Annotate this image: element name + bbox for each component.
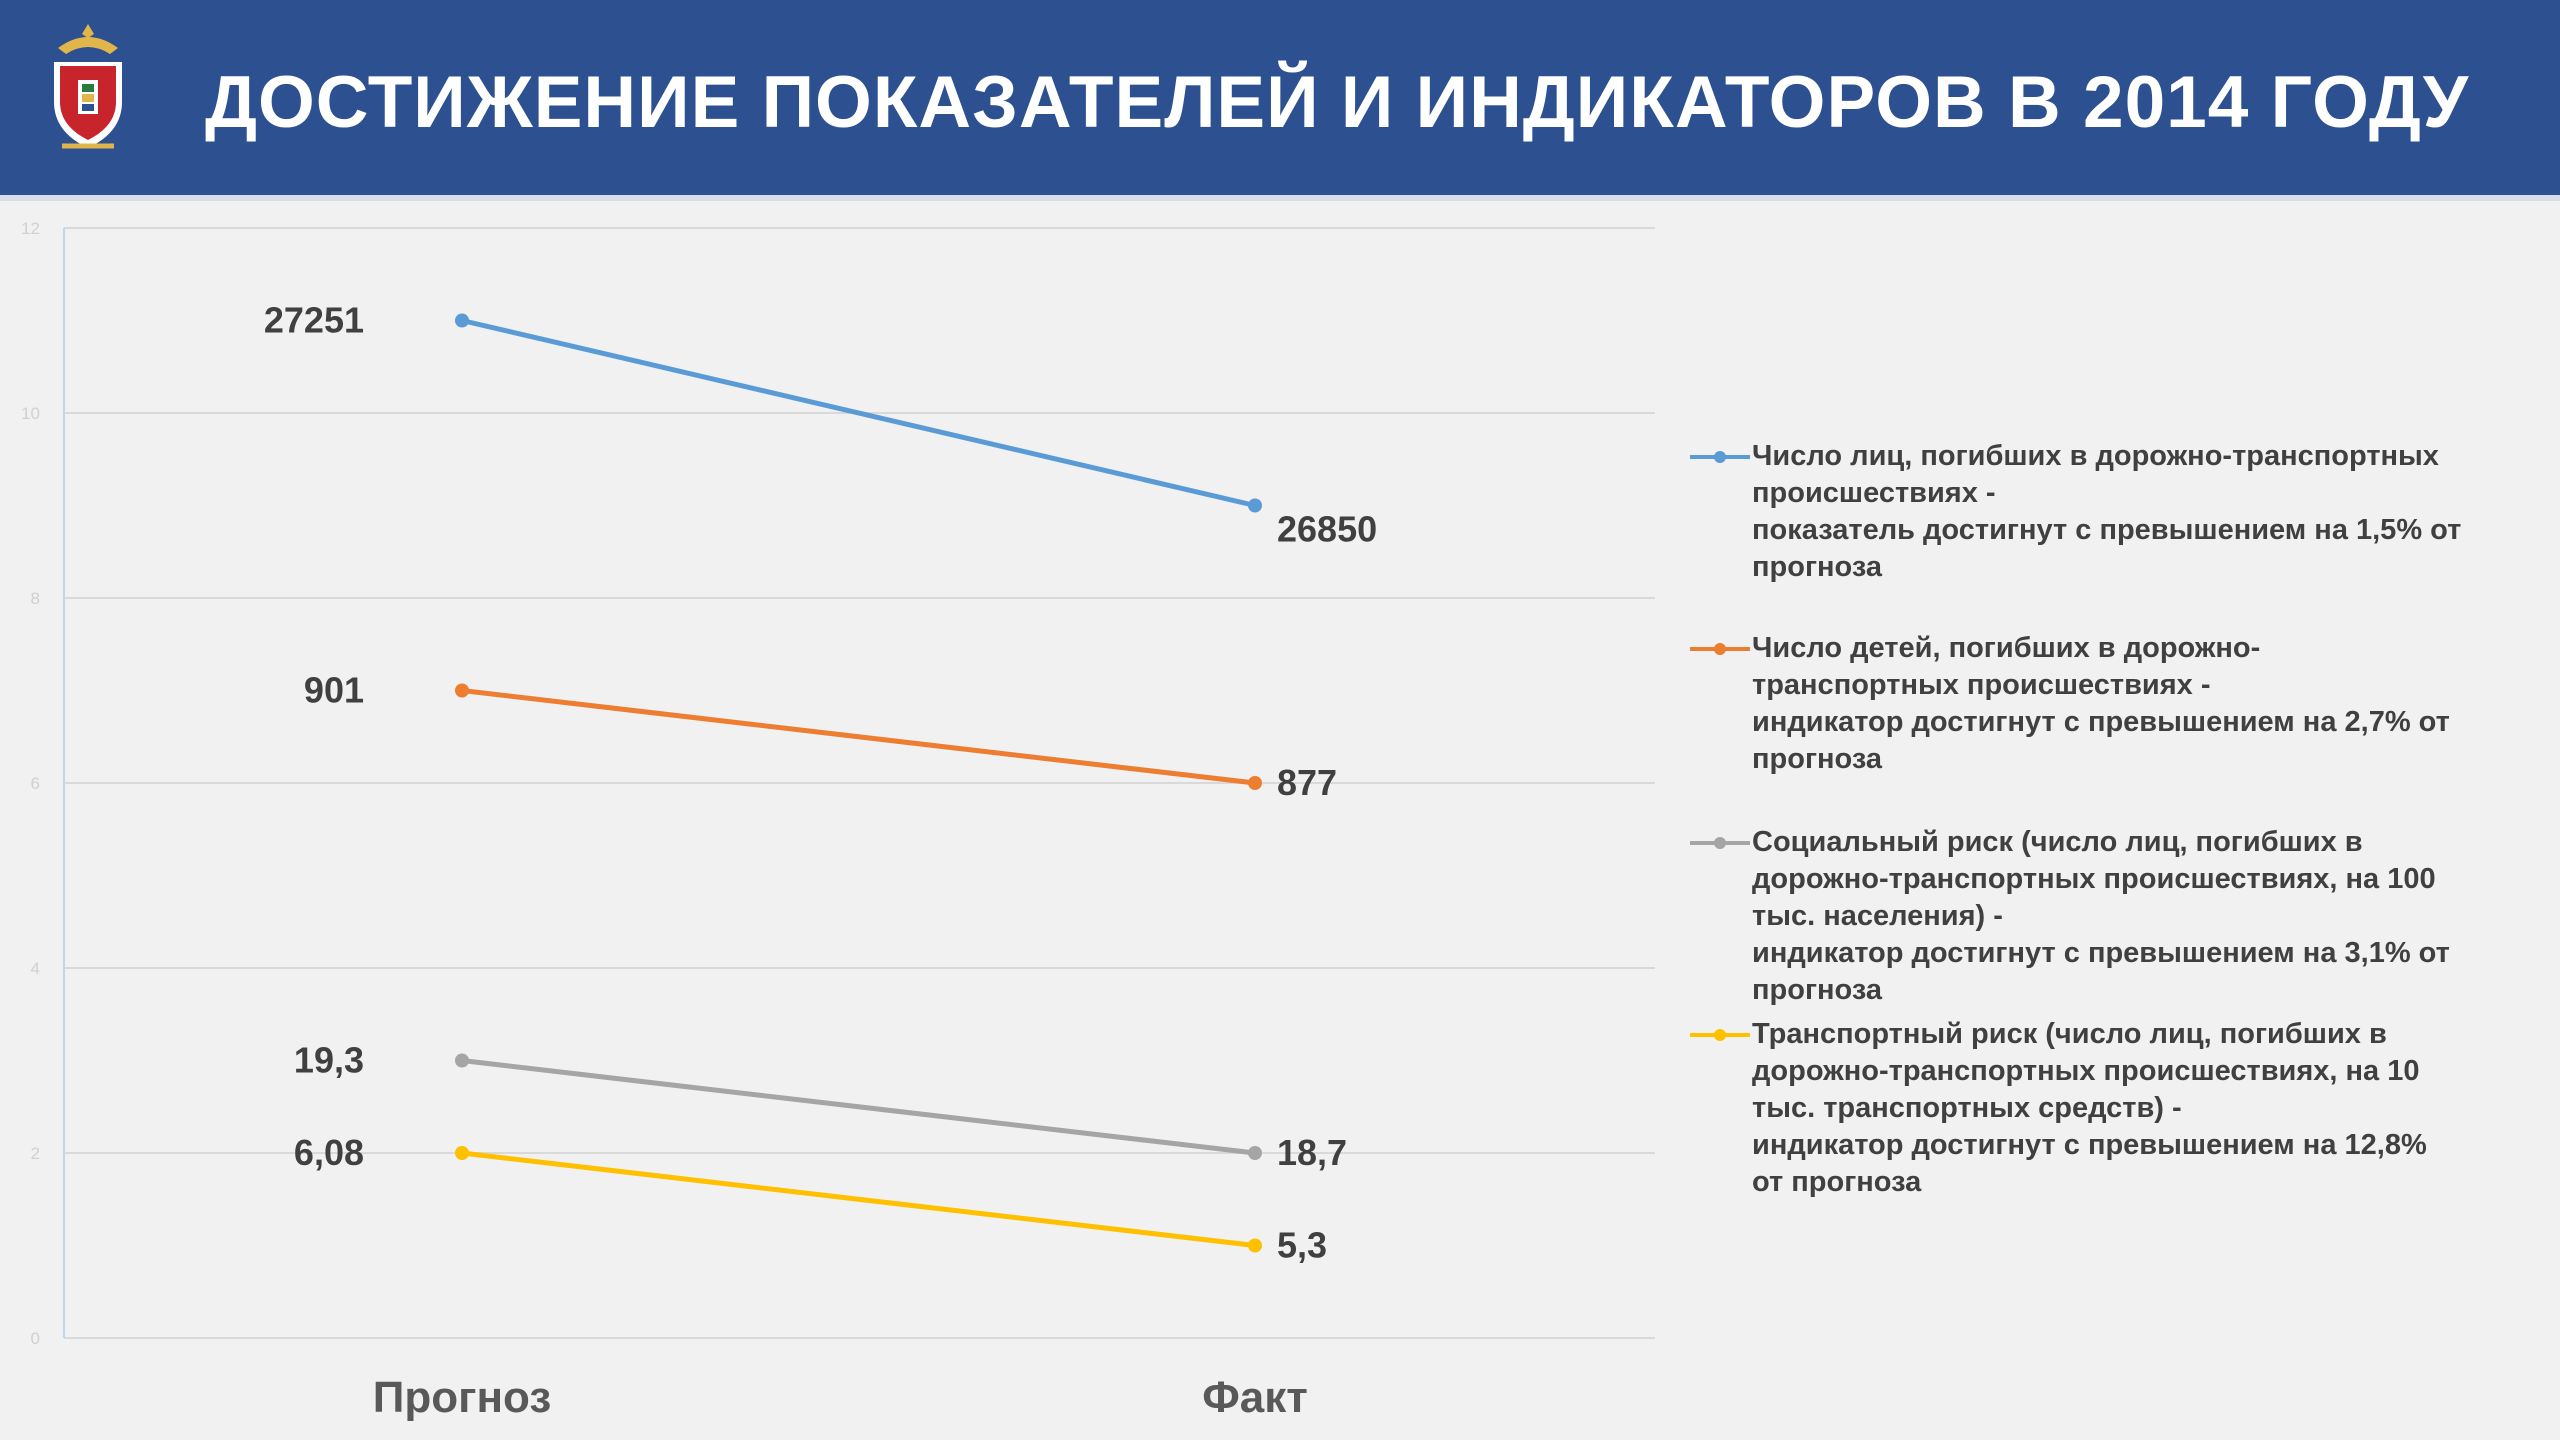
legend-label: Транспортный риск (число лиц, погибших в… (1752, 1016, 2542, 1201)
legend-label-line: тыс. транспортных средств) - (1752, 1092, 2182, 1124)
legend-label-line: дорожно-транспортных происшествиях, на 1… (1752, 863, 2436, 895)
y-tick-label: 0 (31, 1329, 40, 1348)
data-label: 901 (304, 670, 364, 711)
y-tick-label: 6 (31, 774, 40, 793)
chart-series: 27251 26850 901 877 19,3 18,7 6,08 5,3 (264, 300, 1377, 1266)
data-label: 5,3 (1277, 1225, 1327, 1266)
series-line-3 (461, 1150, 1256, 1248)
y-tick-label: 2 (31, 1144, 40, 1163)
legend-label-line: происшествиях - (1752, 477, 1996, 509)
legend-label-line: Число лиц, погибших в дорожно-транспортн… (1752, 440, 2439, 472)
legend-swatch (1690, 1029, 1750, 1041)
series-3: 6,08 5,3 (294, 1132, 1327, 1266)
y-tick-label: 8 (31, 589, 40, 608)
series-1: 901 877 (304, 670, 1337, 804)
legend-swatch (1690, 837, 1750, 849)
legend-label-line: индикатор достигнут с превышением на 3,1… (1752, 937, 2450, 969)
x-tick-label-0: Прогноз (373, 1373, 551, 1422)
data-point (1248, 1146, 1262, 1160)
legend-label-line: прогноза (1752, 743, 1883, 775)
series-0: 27251 26850 (264, 300, 1377, 550)
series-line-1 (461, 688, 1256, 786)
chart-y-ticks: 0 2 4 6 8 10 12 (21, 219, 40, 1348)
legend-label-line: прогноза (1752, 974, 1883, 1006)
data-label: 6,08 (294, 1132, 364, 1173)
y-tick-label: 12 (21, 219, 40, 238)
data-label: 27251 (264, 300, 364, 341)
legend-label-line: индикатор достигнут с превышением на 12,… (1752, 1129, 2427, 1161)
legend-label-line: индикатор достигнут с превышением на 2,7… (1752, 706, 2450, 738)
legend-label-line: Социальный риск (число лиц, погибших в (1752, 826, 2363, 858)
header-bar: ДОСТИЖЕНИЕ ПОКАЗАТЕЛЕЙ И ИНДИКАТОРОВ В 2… (0, 0, 2560, 195)
y-tick-label: 4 (31, 959, 40, 978)
police-emblem-icon (54, 24, 122, 149)
legend-label: Число детей, погибших в дорожно-транспор… (1752, 630, 2542, 778)
y-tick-label: 10 (21, 404, 40, 423)
legend-label-line: тыс. населения) - (1752, 900, 2003, 932)
legend-swatch (1690, 643, 1750, 655)
legend-label-line: Транспортный риск (число лиц, погибших в (1752, 1018, 2387, 1050)
series-line-0 (461, 318, 1256, 508)
page-title: ДОСТИЖЕНИЕ ПОКАЗАТЕЛЕЙ И ИНДИКАТОРОВ В 2… (205, 62, 2470, 143)
data-label: 877 (1277, 762, 1337, 803)
data-point (455, 683, 469, 698)
legend-label-line: прогноза (1752, 551, 1883, 583)
legend-label: Социальный риск (число лиц, погибших в до… (1752, 824, 2542, 1009)
x-tick-label-1: Факт (1202, 1373, 1308, 1422)
data-point (455, 1053, 469, 1068)
legend-label-line: показатель достигнут с превышением на 1,… (1752, 514, 2462, 546)
legend-label-line: Число детей, погибших в дорожно- (1752, 632, 2261, 664)
data-point (1248, 498, 1262, 513)
data-point (455, 1146, 469, 1160)
data-point (1248, 776, 1262, 790)
legend-label-line: от прогноза (1752, 1166, 1922, 1198)
header-divider (0, 195, 2560, 201)
chart-x-labels: Прогноз Факт (373, 1373, 1308, 1422)
legend-label-line: дорожно-транспортных происшествиях, на 1… (1752, 1055, 2420, 1087)
series-line-2 (461, 1058, 1256, 1156)
legend-swatch (1690, 451, 1750, 463)
data-label: 26850 (1277, 509, 1377, 550)
legend-label: Число лиц, погибших в дорожно-транспортн… (1752, 438, 2542, 586)
data-label: 18,7 (1277, 1132, 1347, 1173)
data-point (455, 313, 469, 328)
legend-label-line: транспортных происшествиях - (1752, 669, 2211, 701)
series-2: 19,3 18,7 (294, 1040, 1347, 1174)
data-point (1248, 1238, 1262, 1253)
data-label: 19,3 (294, 1040, 364, 1081)
